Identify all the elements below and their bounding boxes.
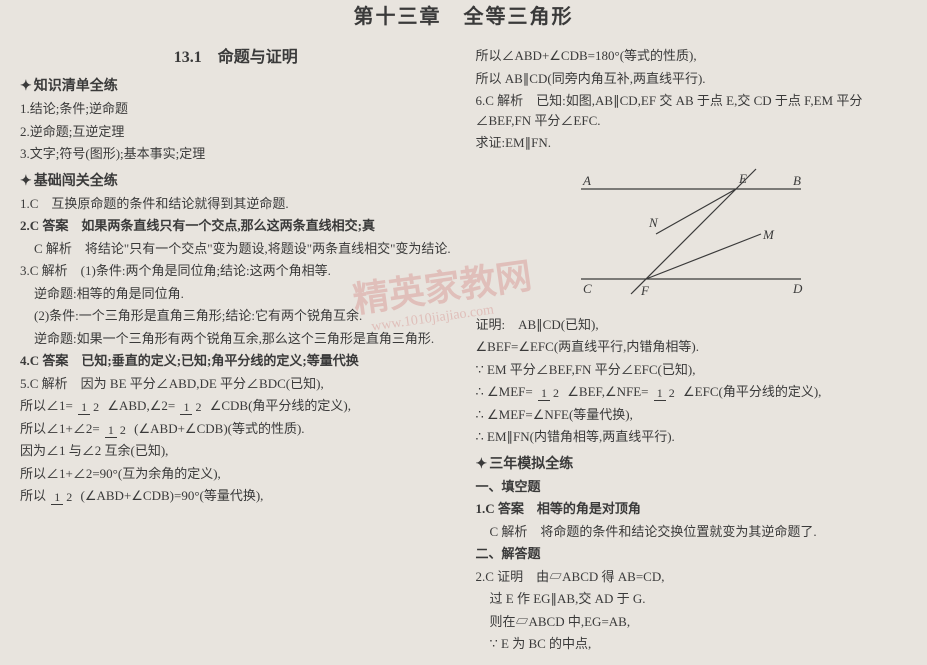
- label-B: B: [793, 173, 801, 188]
- text-line: 1.C 答案 相等的角是对顶角: [476, 499, 908, 519]
- label-N: N: [648, 215, 659, 230]
- text-line: 2.C 答案 如果两条直线只有一个交点,那么这两条直线相交;真: [20, 216, 452, 236]
- label-D: D: [792, 281, 803, 296]
- text-line: ∴ EM∥FN(内错角相等,两直线平行).: [476, 427, 908, 447]
- label-F: F: [640, 283, 650, 298]
- text-line: (2)条件:一个三角形是直角三角形;结论:它有两个锐角互余.: [20, 306, 452, 326]
- geometry-diagram: A E B N M C F D: [561, 159, 821, 309]
- text-line: 逆命题:相等的角是同位角.: [20, 284, 452, 304]
- text-line: 所以∠1= 12 ∠ABD,∠2= 12 ∠CDB(角平分线的定义),: [20, 396, 452, 416]
- sub-heading: 二、解答题: [476, 544, 908, 564]
- text-line: 求证:EM∥FN.: [476, 133, 908, 153]
- fraction-half: 12: [538, 387, 562, 399]
- text-line: 所以∠ABD+∠CDB=180°(等式的性质),: [476, 46, 908, 66]
- text-line: 则在▱ABCD 中,EG=AB,: [476, 612, 908, 632]
- text-line: 4.C 答案 已知;垂直的定义;已知;角平分线的定义;等量代换: [20, 351, 452, 371]
- fraction-half: 12: [51, 491, 75, 503]
- text-line: 所以 12 (∠ABD+∠CDB)=90°(等量代换),: [20, 486, 452, 506]
- text-line: ∵ EM 平分∠BEF,FN 平分∠EFC(已知),: [476, 360, 908, 380]
- text-line: C 解析 将结论"只有一个交点"变为题设,将题设"两条直线相交"变为结论.: [20, 239, 452, 259]
- right-column: 所以∠ABD+∠CDB=180°(等式的性质), 所以 AB∥CD(同旁内角互补…: [476, 43, 908, 657]
- text-line: 3.文字;符号(图形);基本事实;定理: [20, 144, 452, 164]
- text-line: 2.C 证明 由▱ABCD 得 AB=CD,: [476, 567, 908, 587]
- page-content: 13.1 命题与证明 知识清单全练 1.结论;条件;逆命题 2.逆命题;互逆定理…: [0, 35, 927, 665]
- section-title: 13.1 命题与证明: [20, 43, 452, 67]
- text-line: 1.C 互换原命题的条件和结论就得到其逆命题.: [20, 194, 452, 214]
- text-line: 2.逆命题;互逆定理: [20, 122, 452, 142]
- text-line: 因为∠1 与∠2 互余(已知),: [20, 441, 452, 461]
- label-A: A: [582, 173, 591, 188]
- text-line: 5.C 解析 因为 BE 平分∠ABD,DE 平分∠BDC(已知),: [20, 374, 452, 394]
- text-line: 逆命题:如果一个三角形有两个锐角互余,那么这个三角形是直角三角形.: [20, 329, 452, 349]
- heading-basic: 基础闯关全练: [20, 170, 452, 190]
- fraction-half: 12: [78, 401, 102, 413]
- label-C: C: [583, 281, 592, 296]
- fraction-half: 12: [654, 387, 678, 399]
- chapter-title: 第十三章 全等三角形: [0, 0, 927, 29]
- sub-heading: 一、填空题: [476, 477, 908, 497]
- text-line: 所以∠1+∠2= 12 (∠ABD+∠CDB)(等式的性质).: [20, 419, 452, 439]
- fraction-half: 12: [180, 401, 204, 413]
- text-line: 证明: AB∥CD(已知),: [476, 315, 908, 335]
- left-column: 13.1 命题与证明 知识清单全练 1.结论;条件;逆命题 2.逆命题;互逆定理…: [20, 43, 452, 657]
- text-line: 6.C 解析 已知:如图,AB∥CD,EF 交 AB 于点 E,交 CD 于点 …: [476, 91, 908, 130]
- text-line: C 解析 将命题的条件和结论交换位置就变为其逆命题了.: [476, 522, 908, 542]
- heading-three-year: 三年模拟全练: [476, 453, 908, 473]
- text-line: 所以∠1+∠2=90°(互为余角的定义),: [20, 464, 452, 484]
- text-line: ∴ ∠MEF=∠NFE(等量代换),: [476, 405, 908, 425]
- text-line: 过 E 作 EG∥AB,交 AD 于 G.: [476, 589, 908, 609]
- text-line: ∵ E 为 BC 的中点,: [476, 634, 908, 654]
- label-M: M: [762, 227, 775, 242]
- text-line: ∠BEF=∠EFC(两直线平行,内错角相等).: [476, 337, 908, 357]
- text-line: 所以 AB∥CD(同旁内角互补,两直线平行).: [476, 69, 908, 89]
- text-line: ∴ ∠MEF= 12 ∠BEF,∠NFE= 12 ∠EFC(角平分线的定义),: [476, 382, 908, 402]
- label-E: E: [738, 171, 747, 186]
- heading-knowledge: 知识清单全练: [20, 75, 452, 95]
- fraction-half: 12: [105, 424, 129, 436]
- text-line: 3.C 解析 (1)条件:两个角是同位角;结论:这两个角相等.: [20, 261, 452, 281]
- text-line: 1.结论;条件;逆命题: [20, 99, 452, 119]
